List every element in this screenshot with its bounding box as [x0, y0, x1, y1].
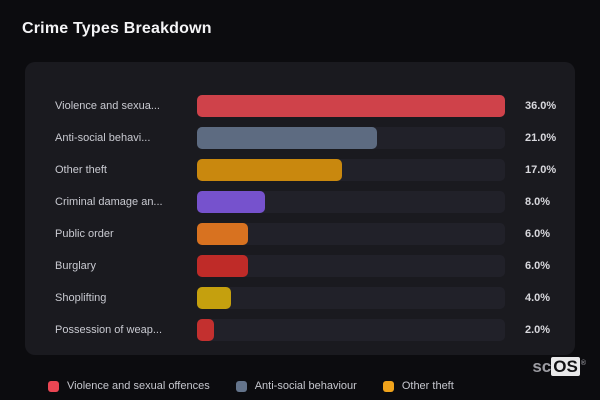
- legend-swatch-icon: [235, 380, 247, 392]
- category-label: Burglary: [55, 260, 96, 272]
- bar-row: Violence and sexua... 36.0%: [25, 90, 575, 122]
- value-label: 17.0%: [525, 164, 557, 176]
- bar[interactable]: [197, 255, 249, 277]
- value-label: 6.0%: [525, 260, 551, 272]
- bar-track: [197, 95, 505, 117]
- logo-text-os: OS: [551, 357, 580, 376]
- category-label: Public order: [55, 228, 114, 240]
- bar-row: Shoplifting 4.0%: [25, 282, 575, 314]
- bar[interactable]: [197, 127, 377, 149]
- value-label: 36.0%: [525, 100, 557, 112]
- bar-row: Public order 6.0%: [25, 218, 575, 250]
- page-title: Crime Types Breakdown: [22, 20, 212, 37]
- bar-row: Burglary 6.0%: [25, 250, 575, 282]
- value-label: 6.0%: [525, 228, 551, 240]
- category-label: Violence and sexua...: [55, 100, 160, 112]
- bar[interactable]: [197, 191, 266, 213]
- value-label: 21.0%: [525, 132, 557, 144]
- bar[interactable]: [197, 223, 249, 245]
- bar-track: [197, 191, 505, 213]
- bar-track: [197, 255, 505, 277]
- bar-track: [197, 223, 505, 245]
- legend-swatch-icon: [382, 380, 394, 392]
- legend-item[interactable]: Violence and sexual offences: [48, 380, 210, 392]
- category-label: Anti-social behavi...: [55, 132, 151, 144]
- bar[interactable]: [197, 95, 505, 117]
- legend-label: Other theft: [401, 380, 454, 392]
- legend-swatch-icon: [48, 380, 59, 392]
- category-label: Criminal damage an...: [55, 196, 163, 208]
- bar-track: [197, 319, 505, 341]
- bar-row: Criminal damage an... 8.0%: [25, 186, 575, 218]
- bar[interactable]: [197, 287, 232, 309]
- chart-legend: Violence and sexual offences Anti-social…: [48, 380, 454, 392]
- legend-label: Anti-social behaviour: [254, 380, 357, 392]
- logo-text-sc: sc: [532, 357, 552, 376]
- value-label: 2.0%: [525, 324, 551, 336]
- bar-row: Anti-social behavi... 21.0%: [25, 122, 575, 154]
- category-label: Other theft: [55, 164, 107, 176]
- registered-trademark-icon: ®: [580, 360, 586, 367]
- value-label: 8.0%: [525, 196, 551, 208]
- bar-track: [197, 287, 505, 309]
- bar[interactable]: [197, 319, 215, 341]
- category-label: Possession of weap...: [55, 324, 163, 336]
- legend-item[interactable]: Other theft: [382, 380, 454, 392]
- bar[interactable]: [197, 159, 343, 181]
- bar-row: Possession of weap... 2.0%: [25, 314, 575, 346]
- chart-card: Violence and sexua... 36.0% Anti-social …: [25, 62, 575, 355]
- legend-item[interactable]: Anti-social behaviour: [235, 380, 357, 392]
- bar-chart: Violence and sexua... 36.0% Anti-social …: [25, 90, 575, 346]
- bar-track: [197, 127, 505, 149]
- scos-logo: sc OS ®: [532, 356, 586, 378]
- legend-label: Violence and sexual offences: [67, 380, 210, 392]
- value-label: 4.0%: [525, 292, 551, 304]
- bar-row: Other theft 17.0%: [25, 154, 575, 186]
- category-label: Shoplifting: [55, 292, 107, 304]
- bar-track: [197, 159, 505, 181]
